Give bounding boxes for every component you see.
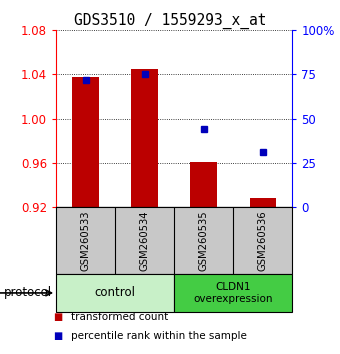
Bar <box>56 274 174 312</box>
Text: GDS3510 / 1559293_x_at: GDS3510 / 1559293_x_at <box>74 12 266 29</box>
Text: GSM260535: GSM260535 <box>199 210 209 271</box>
Text: protocol: protocol <box>3 286 52 299</box>
Bar <box>132 69 158 207</box>
Text: control: control <box>95 286 136 299</box>
Bar <box>250 198 276 207</box>
Bar <box>72 76 99 207</box>
Text: transformed count: transformed count <box>71 312 169 322</box>
Text: ■: ■ <box>53 312 62 322</box>
Bar <box>174 274 292 312</box>
Text: GSM260534: GSM260534 <box>140 211 150 271</box>
Text: CLDN1
overexpression: CLDN1 overexpression <box>193 282 273 304</box>
Text: GSM260533: GSM260533 <box>81 211 91 271</box>
Text: GSM260536: GSM260536 <box>258 210 268 271</box>
Text: ■: ■ <box>53 331 62 341</box>
Text: percentile rank within the sample: percentile rank within the sample <box>71 331 247 341</box>
Bar <box>190 162 217 207</box>
